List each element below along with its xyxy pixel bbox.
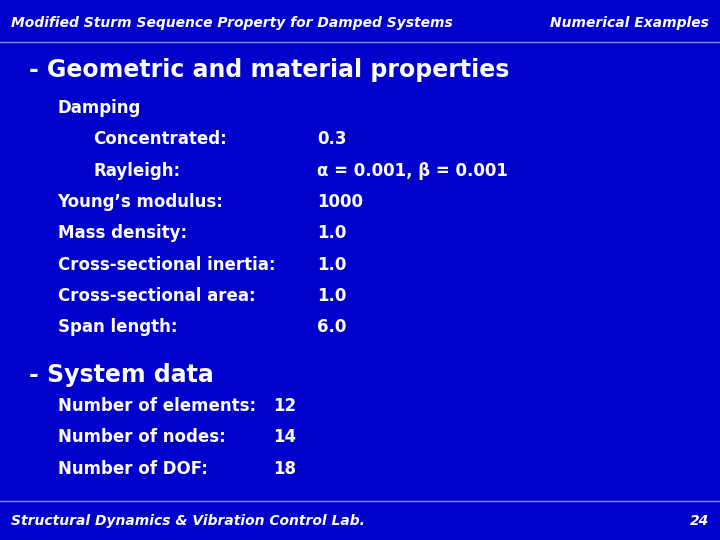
Text: Rayleigh:: Rayleigh: bbox=[94, 161, 181, 180]
Text: 1.0: 1.0 bbox=[317, 255, 346, 274]
Text: Cross-sectional inertia:: Cross-sectional inertia: bbox=[58, 255, 275, 274]
Text: Number of elements:: Number of elements: bbox=[58, 397, 256, 415]
Text: Structural Dynamics & Vibration Control Lab.: Structural Dynamics & Vibration Control … bbox=[11, 514, 364, 528]
Text: - Geometric and material properties: - Geometric and material properties bbox=[29, 58, 509, 82]
Text: Mass density:: Mass density: bbox=[58, 224, 186, 242]
Text: 14: 14 bbox=[274, 428, 297, 447]
Text: 12: 12 bbox=[274, 397, 297, 415]
Text: 1.0: 1.0 bbox=[317, 224, 346, 242]
Text: α = 0.001, β = 0.001: α = 0.001, β = 0.001 bbox=[317, 161, 508, 180]
Text: 6.0: 6.0 bbox=[317, 318, 346, 336]
Text: 1000: 1000 bbox=[317, 193, 363, 211]
Text: 24: 24 bbox=[690, 514, 709, 528]
Text: Numerical Examples: Numerical Examples bbox=[550, 16, 709, 30]
Text: Span length:: Span length: bbox=[58, 318, 177, 336]
Text: Young’s modulus:: Young’s modulus: bbox=[58, 193, 223, 211]
Text: Number of DOF:: Number of DOF: bbox=[58, 460, 207, 478]
Text: Number of nodes:: Number of nodes: bbox=[58, 428, 225, 447]
Text: Damping: Damping bbox=[58, 99, 141, 117]
Text: Cross-sectional area:: Cross-sectional area: bbox=[58, 287, 255, 305]
Text: Modified Sturm Sequence Property for Damped Systems: Modified Sturm Sequence Property for Dam… bbox=[11, 16, 453, 30]
Text: Concentrated:: Concentrated: bbox=[94, 130, 228, 148]
Text: 1.0: 1.0 bbox=[317, 287, 346, 305]
Text: 0.3: 0.3 bbox=[317, 130, 346, 148]
Text: 18: 18 bbox=[274, 460, 297, 478]
Text: - System data: - System data bbox=[29, 363, 214, 387]
